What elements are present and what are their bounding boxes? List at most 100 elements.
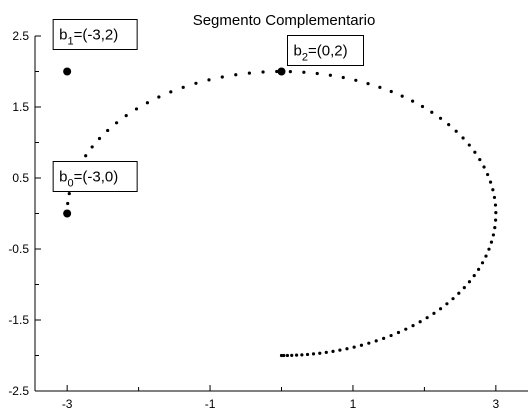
curve-point <box>366 81 370 86</box>
curve-point <box>90 145 94 149</box>
curve-point <box>482 165 486 169</box>
curve-point <box>367 341 371 345</box>
curve-point <box>493 225 497 230</box>
y-tick-label: -0.5 <box>8 242 29 256</box>
curve-point <box>305 352 310 357</box>
curve-point <box>410 99 415 103</box>
y-tick-label: 0.5 <box>12 171 29 185</box>
curve-point <box>493 203 498 207</box>
curve-point <box>467 143 471 147</box>
curve-point <box>302 70 306 74</box>
curve-point <box>494 211 498 215</box>
curve-point <box>382 336 386 340</box>
curve-point <box>491 188 495 192</box>
curve-point <box>288 70 292 74</box>
control-point-b2 <box>277 67 286 76</box>
curve-point <box>461 136 465 140</box>
curve-point <box>488 180 493 184</box>
curve-point <box>341 75 345 80</box>
y-tick-label: 1.5 <box>12 100 29 114</box>
curve-point <box>359 343 364 347</box>
curve-point <box>354 78 358 82</box>
curve-point <box>247 71 251 75</box>
curve-point <box>124 114 128 118</box>
curve-point <box>169 90 173 94</box>
chart-title: Segmento Complementario <box>193 12 376 29</box>
curve-point <box>396 330 401 335</box>
curve-point <box>472 274 476 278</box>
curve-point <box>492 195 497 200</box>
curve-point <box>338 348 342 352</box>
curve-point <box>84 154 88 158</box>
curve-point <box>411 324 415 328</box>
curve-point <box>66 201 70 206</box>
control-point-label-box <box>287 35 364 66</box>
curve-point <box>311 352 316 356</box>
curve-point <box>445 302 449 306</box>
curve-point <box>300 353 304 357</box>
curve-point <box>454 129 458 133</box>
curve-point <box>430 110 434 114</box>
curve-point <box>315 71 319 76</box>
curve-point <box>478 157 482 162</box>
control-point-label: b1=(-3,2) <box>59 27 118 48</box>
curve-point <box>457 291 461 295</box>
curve-series <box>65 69 498 358</box>
curve-point <box>418 320 422 324</box>
curve-point <box>486 172 490 177</box>
curve-point <box>389 89 393 94</box>
curve-point <box>181 85 185 89</box>
curve-point <box>67 191 71 196</box>
curve-point <box>194 81 198 85</box>
y-tick-label: -2.5 <box>8 384 29 398</box>
curve-point <box>494 218 498 222</box>
curve-point <box>425 316 429 320</box>
curve-point <box>318 351 322 355</box>
curve-point <box>389 333 393 338</box>
control-point-label: b0=(-3,0) <box>59 169 118 190</box>
curve-point <box>106 128 110 133</box>
x-tick-label: 1 <box>350 397 357 408</box>
curve-point <box>484 254 488 258</box>
curve-point <box>282 353 286 358</box>
x-tick-label: -1 <box>205 397 216 408</box>
control-point-b0 <box>63 209 72 218</box>
curve-point <box>374 339 378 343</box>
x-tick-label: -3 <box>62 397 73 408</box>
chart-axes: 2.5 1.5 0.5 -0.5 -1.5 -2.5 -3 -1 1 3 <box>8 29 528 408</box>
y-tick-label: 2.5 <box>12 29 29 43</box>
curve-point <box>290 353 294 357</box>
curve-point <box>480 261 485 265</box>
curve-point <box>328 73 332 77</box>
x-tick-label: 3 <box>493 397 500 408</box>
curve-point <box>324 350 328 354</box>
curve-point <box>400 94 404 98</box>
curve-point <box>438 307 443 311</box>
control-point-label-box <box>52 19 138 50</box>
curve-point <box>261 70 265 74</box>
curve-point <box>462 286 466 290</box>
curve-point <box>378 85 382 89</box>
control-point-label: b2=(0,2) <box>294 43 348 64</box>
curve-point <box>145 101 150 105</box>
curve-point <box>476 267 481 271</box>
curve-point <box>432 311 436 315</box>
curve-point <box>438 116 443 120</box>
curve-point <box>451 297 455 301</box>
curve-point <box>134 107 139 111</box>
curve-point <box>234 73 238 77</box>
control-points: b0=(-3,0) b1=(-3,2) b2=(0,2) <box>52 19 364 218</box>
curve-point <box>491 233 495 237</box>
control-point-label-box <box>52 161 138 192</box>
curve-point <box>487 247 491 251</box>
curve-point <box>404 327 408 331</box>
curve-point <box>285 353 290 358</box>
curve-point <box>467 280 472 284</box>
curve-point <box>279 353 284 358</box>
control-point-b1 <box>63 67 72 76</box>
y-tick-label: -1.5 <box>8 313 29 327</box>
curve-point <box>345 347 349 351</box>
curve-point <box>489 240 494 244</box>
curve-point <box>97 136 102 141</box>
curve-point <box>114 121 119 125</box>
